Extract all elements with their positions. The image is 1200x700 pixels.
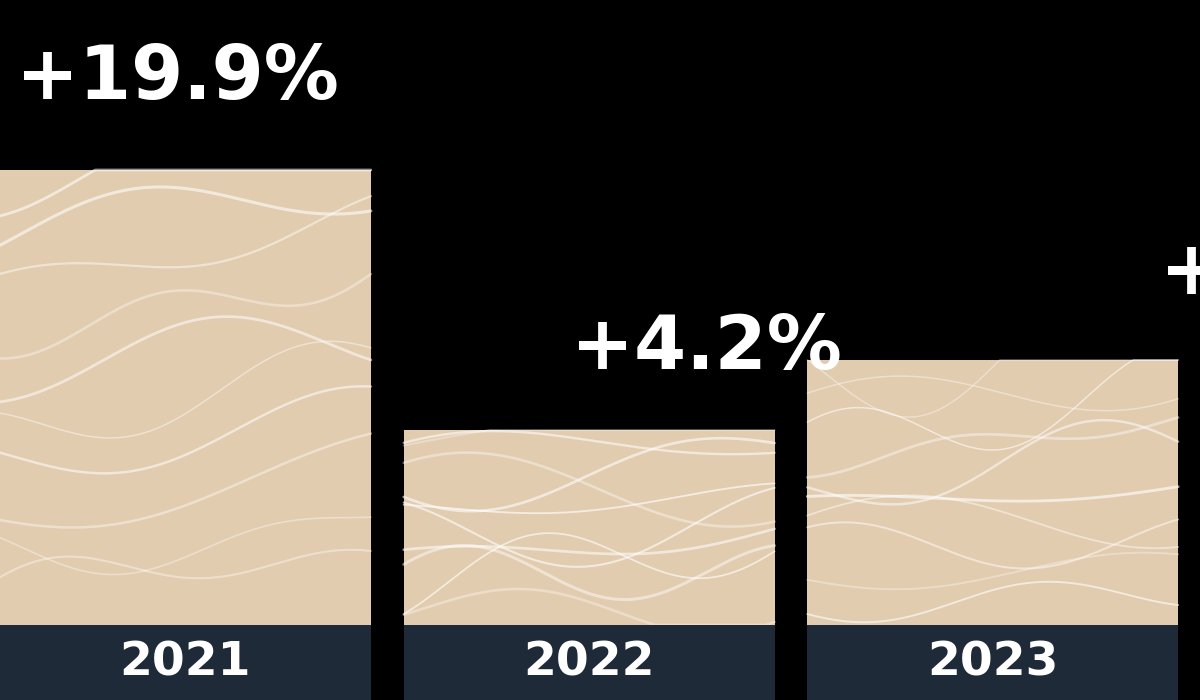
Bar bbox=[403, 625, 774, 700]
Text: +4.2%: +4.2% bbox=[570, 312, 841, 385]
Text: +19.9%: +19.9% bbox=[17, 42, 340, 115]
Bar bbox=[0, 625, 371, 700]
Bar bbox=[403, 430, 774, 625]
Bar bbox=[0, 170, 371, 625]
Text: 2022: 2022 bbox=[523, 640, 655, 685]
Text: 2021: 2021 bbox=[120, 640, 251, 685]
Text: 2023: 2023 bbox=[928, 640, 1058, 685]
Text: +6.2%: +6.2% bbox=[1159, 237, 1200, 310]
Bar bbox=[808, 625, 1178, 700]
Bar bbox=[808, 360, 1178, 625]
